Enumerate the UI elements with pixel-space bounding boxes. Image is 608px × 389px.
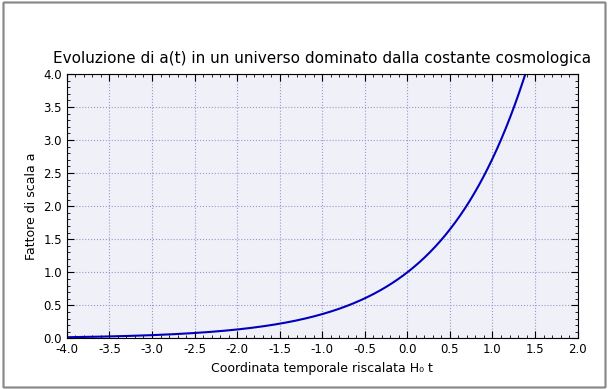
Y-axis label: Fattore di scala a: Fattore di scala a (25, 152, 38, 260)
X-axis label: Coordinata temporale riscalata H₀ t: Coordinata temporale riscalata H₀ t (212, 362, 433, 375)
Title: Evoluzione di a(t) in un universo dominato dalla costante cosmologica: Evoluzione di a(t) in un universo domina… (53, 51, 592, 66)
